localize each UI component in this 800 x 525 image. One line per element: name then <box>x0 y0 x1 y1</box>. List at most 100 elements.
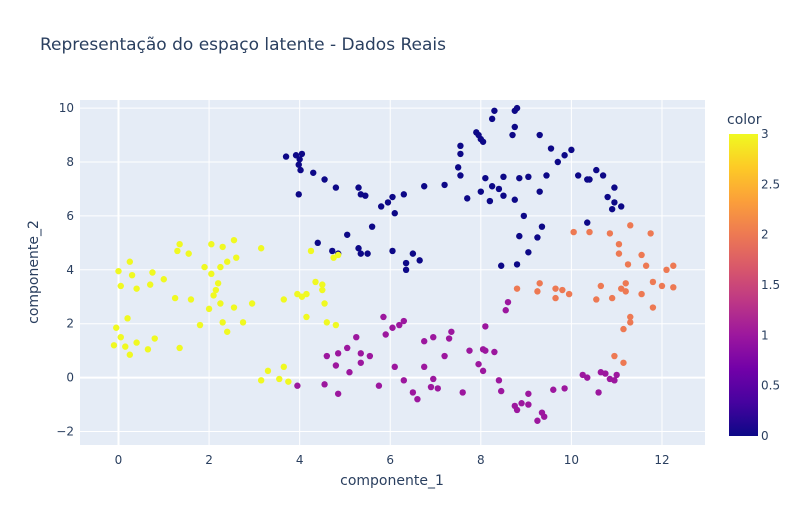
x-axis-ticks: 0 2 4 6 8 10 12 <box>115 453 670 467</box>
data-point-group-3 <box>110 342 118 349</box>
data-point-group-1 <box>595 389 602 396</box>
y-axis-title: componente_2 <box>26 220 42 324</box>
data-point-group-2 <box>593 296 600 303</box>
data-point-group-3 <box>332 321 340 329</box>
data-point-group-2 <box>627 313 634 321</box>
data-point-group-2 <box>627 222 634 229</box>
data-point-group-3 <box>233 254 240 261</box>
data-point-group-2 <box>622 288 629 295</box>
x-axis-title: componente_1 <box>340 473 444 489</box>
data-point-group-1 <box>525 390 532 397</box>
data-point-group-1 <box>584 374 591 381</box>
data-point-group-1 <box>602 370 609 377</box>
data-point-group-1 <box>611 377 618 384</box>
data-point-group-0 <box>525 173 532 181</box>
data-point-group-1 <box>346 369 353 376</box>
data-point-group-0 <box>295 161 302 168</box>
data-point-group-3 <box>212 286 220 294</box>
data-point-group-0 <box>368 223 376 230</box>
data-point-group-0 <box>482 174 489 182</box>
y-tick-label: −2 <box>56 425 74 439</box>
data-point-group-1 <box>294 382 301 389</box>
colorbar-title: color <box>727 112 762 128</box>
data-point-group-3 <box>303 313 310 321</box>
data-point-group-2 <box>586 228 593 236</box>
data-point-group-0 <box>574 172 582 179</box>
data-point-group-3 <box>126 258 134 265</box>
data-point-group-1 <box>323 352 331 360</box>
data-point-group-0 <box>332 184 340 191</box>
data-point-group-2 <box>642 262 650 269</box>
data-point-group-1 <box>504 298 512 306</box>
data-point-group-1 <box>396 321 403 329</box>
data-point-group-0 <box>355 245 362 252</box>
data-point-group-0 <box>543 172 550 179</box>
data-point-group-0 <box>477 188 485 195</box>
colorbar-tick-label: 3 <box>761 127 769 141</box>
data-point-group-3 <box>264 367 272 375</box>
data-point-group-1 <box>479 367 487 375</box>
data-point-group-3 <box>303 290 310 298</box>
data-point-group-3 <box>285 378 292 385</box>
data-point-group-1 <box>475 360 482 368</box>
data-point-group-3 <box>248 300 256 307</box>
data-point-group-0 <box>618 203 625 210</box>
data-point-group-0 <box>611 184 618 191</box>
y-tick-label: 10 <box>59 101 74 115</box>
data-point-group-0 <box>416 257 423 264</box>
data-point-group-1 <box>427 383 435 391</box>
data-point-group-0 <box>491 107 498 114</box>
data-point-group-1 <box>482 347 489 354</box>
data-point-group-1 <box>448 328 455 335</box>
data-point-group-1 <box>375 382 383 389</box>
data-point-group-0 <box>536 131 543 139</box>
data-point-group-2 <box>638 290 645 298</box>
data-point-group-2 <box>620 359 627 366</box>
data-point-group-0 <box>593 166 600 174</box>
data-point-group-3 <box>230 304 238 311</box>
data-point-group-1 <box>525 401 532 408</box>
data-point-group-2 <box>513 285 521 292</box>
data-point-group-1 <box>382 331 389 338</box>
data-point-group-3 <box>133 285 140 292</box>
data-point-group-3 <box>126 351 134 358</box>
x-tick-label: 2 <box>205 453 213 467</box>
data-point-group-0 <box>295 191 302 198</box>
data-point-group-1 <box>513 406 521 414</box>
data-point-group-3 <box>239 319 247 326</box>
data-point-group-1 <box>391 363 398 371</box>
data-point-group-2 <box>559 286 566 294</box>
data-point-group-3 <box>257 377 265 384</box>
data-point-group-0 <box>457 150 464 158</box>
plot-area <box>80 100 705 445</box>
data-point-group-1 <box>357 359 364 366</box>
y-axis-ticks: −2 0 2 4 6 8 10 <box>56 101 74 438</box>
data-point-group-0 <box>525 249 532 256</box>
data-point-group-0 <box>457 142 464 150</box>
data-point-group-1 <box>334 350 342 357</box>
data-point-group-2 <box>597 282 605 290</box>
data-point-group-3 <box>223 258 231 265</box>
data-point-group-1 <box>518 400 525 407</box>
data-point-group-0 <box>314 239 321 247</box>
data-point-group-1 <box>353 333 360 341</box>
data-point-group-2 <box>536 280 543 287</box>
data-point-group-3 <box>196 321 204 329</box>
data-point-group-3 <box>321 300 328 307</box>
data-point-group-3 <box>176 240 183 248</box>
data-point-group-1 <box>613 371 620 379</box>
data-point-group-3 <box>319 286 326 294</box>
data-point-group-1 <box>541 413 548 420</box>
data-point-group-1 <box>334 390 342 397</box>
data-point-group-3 <box>280 296 288 303</box>
chart-title: Representação do espaço latente - Dados … <box>40 35 446 55</box>
data-point-group-2 <box>622 280 629 287</box>
data-point-group-0 <box>497 262 505 269</box>
data-point-group-2 <box>658 282 666 290</box>
data-point-group-3 <box>214 280 222 287</box>
data-point-group-0 <box>516 232 523 240</box>
data-point-group-3 <box>124 315 131 322</box>
colorbar-ticks: 0 0.5 1 1.5 2 2.5 3 <box>761 127 780 443</box>
data-point-group-0 <box>520 212 528 220</box>
data-point-group-1 <box>400 377 408 384</box>
